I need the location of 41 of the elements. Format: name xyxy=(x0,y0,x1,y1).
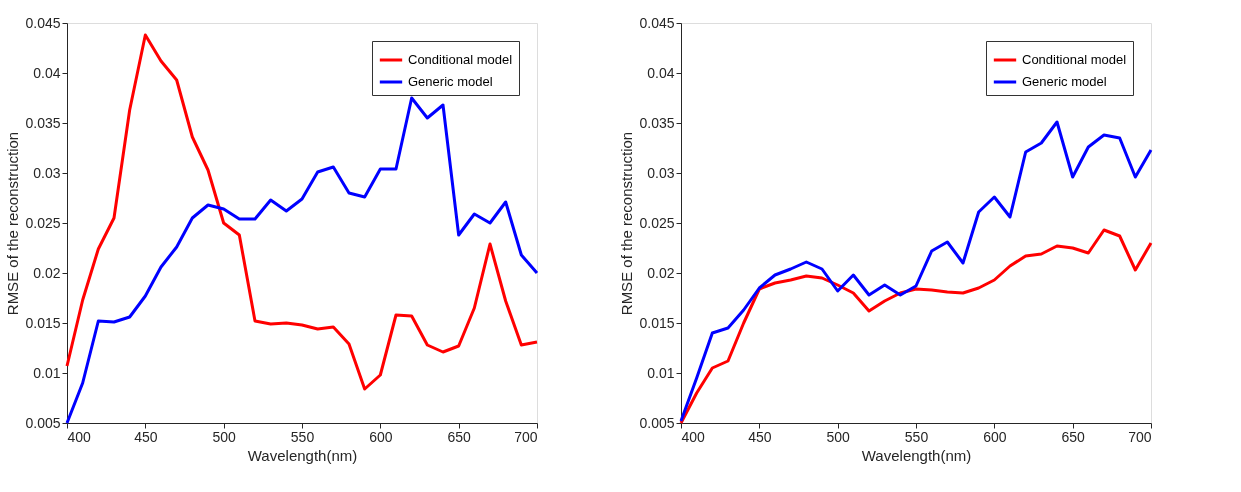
x-tick-label: 600 xyxy=(983,428,1007,445)
line-series xyxy=(65,33,539,391)
legend-label: Conditional model xyxy=(1022,52,1127,67)
y-tick-label: 0.025 xyxy=(25,214,61,231)
y-tick-label: 0.045 xyxy=(25,14,61,31)
y-tick-label: 0.04 xyxy=(647,64,675,81)
y-tick-label: 0.035 xyxy=(25,114,61,131)
y-tick-label: 0.01 xyxy=(33,364,61,381)
x-tick-label: 500 xyxy=(826,428,851,445)
y-tick-label: 0.01 xyxy=(647,364,675,381)
y-tick-label: 0.005 xyxy=(25,414,61,431)
y-tick-label: 0.015 xyxy=(25,314,61,331)
y-tick-label: 0.005 xyxy=(639,414,675,431)
x-tick-label: 600 xyxy=(369,428,393,445)
x-axis-title: Wavelength(nm) xyxy=(247,446,358,464)
y-tick-label: 0.045 xyxy=(639,14,675,31)
y-tick-label: 0.035 xyxy=(639,114,675,131)
x-tick-label: 700 xyxy=(1128,428,1152,445)
x-tick-label: 450 xyxy=(134,428,158,445)
legend-label: Generic model xyxy=(1022,74,1107,89)
legend-label: Generic model xyxy=(408,74,493,89)
y-tick-label: 0.02 xyxy=(647,264,675,281)
y-tick-label: 0.04 xyxy=(33,64,61,81)
y-tick-label: 0.025 xyxy=(639,214,675,231)
y-tick-label: 0.03 xyxy=(647,164,675,181)
y-tick-label: 0.03 xyxy=(33,164,61,181)
x-tick-label: 450 xyxy=(748,428,772,445)
x-axis-title: Wavelength(nm) xyxy=(861,446,972,464)
x-tick-label: 650 xyxy=(447,428,472,445)
x-tick-label: 650 xyxy=(1061,428,1086,445)
y-axis-title: RMSE of the reconstruction xyxy=(4,131,22,316)
x-tick-label: 400 xyxy=(681,428,706,445)
legend-label: Conditional model xyxy=(408,52,513,67)
y-tick-label: 0.015 xyxy=(639,314,675,331)
y-axis-title: RMSE of the reconstruction xyxy=(618,131,636,316)
x-tick-label: 550 xyxy=(904,428,929,445)
x-tick-label: 400 xyxy=(67,428,92,445)
x-tick-label: 700 xyxy=(514,428,538,445)
x-tick-label: 550 xyxy=(290,428,315,445)
x-tick-label: 500 xyxy=(212,428,237,445)
y-tick-label: 0.02 xyxy=(33,264,61,281)
